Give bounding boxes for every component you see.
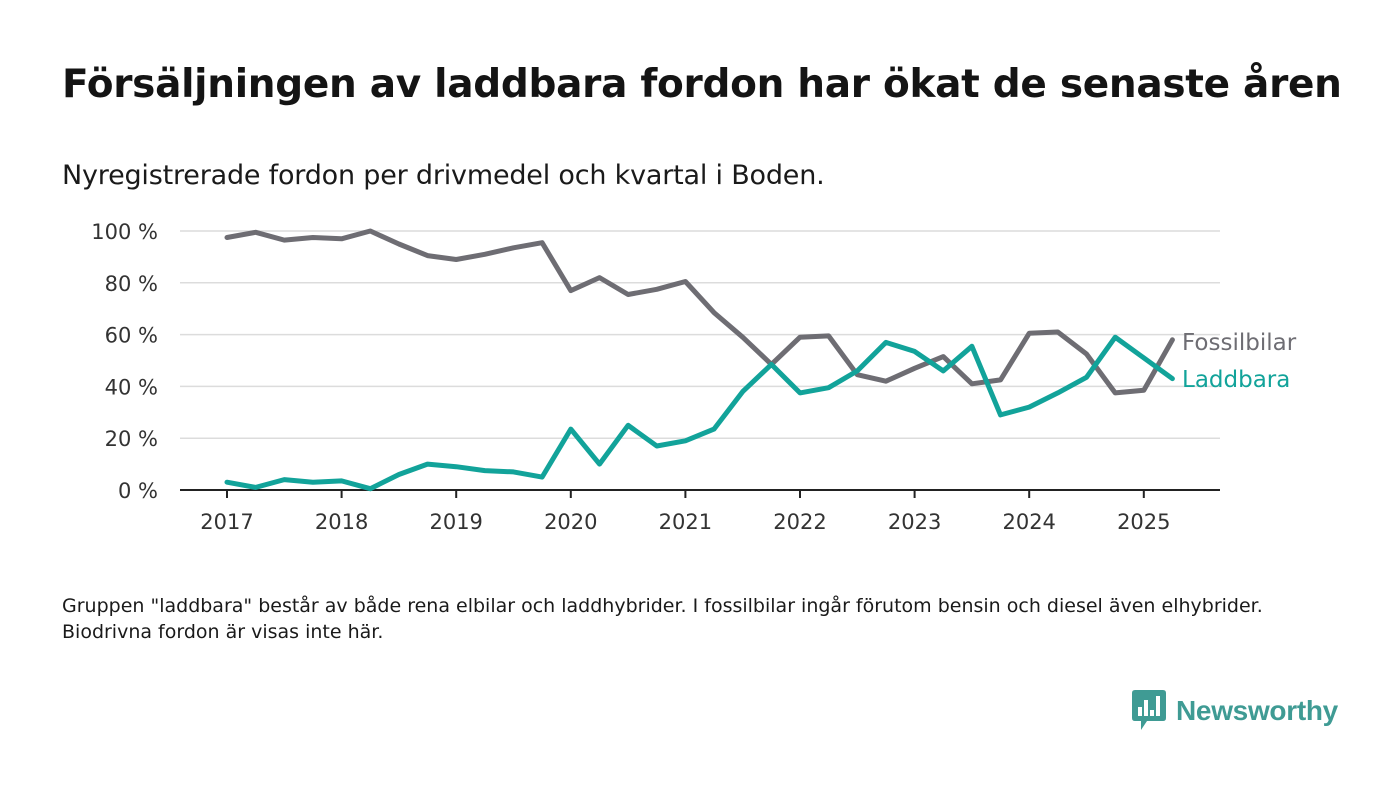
x-tick-label: 2021 [659,510,712,534]
data-point-laddbara [397,472,401,476]
footnote: Gruppen "laddbara" består av både rena e… [62,595,1263,643]
data-point-laddbara [254,485,258,489]
chart-subtitle: Nyregistrerade fordon per drivmedel och … [62,160,825,191]
data-point-laddbara [597,462,601,466]
data-point-laddbara [569,427,573,431]
data-point-fossilbilar [941,355,945,359]
data-point-laddbara [340,479,344,483]
data-point-fossilbilar [712,311,716,315]
data-point-laddbara [712,427,716,431]
data-point-fossilbilar [483,252,487,256]
x-tick-label: 2024 [1002,510,1055,534]
data-point-laddbara [683,439,687,443]
data-point-fossilbilar [1170,338,1174,342]
data-point-laddbara [970,344,974,348]
data-point-laddbara [282,478,286,482]
data-point-laddbara [1027,405,1031,409]
brand-name: Newsworthy [1176,695,1338,726]
data-point-fossilbilar [1027,331,1031,335]
data-point-fossilbilar [311,235,315,239]
data-point-fossilbilar [512,246,515,250]
data-point-laddbara [941,369,945,373]
data-point-fossilbilar [397,242,401,246]
data-point-fossilbilar [884,379,888,383]
data-point-fossilbilar [597,276,601,280]
data-point-laddbara [1056,391,1060,395]
data-point-fossilbilar [225,235,229,239]
series-label-laddbara: Laddbara [1182,367,1290,393]
x-tick-label: 2019 [429,510,482,534]
data-point-fossilbilar [999,378,1003,382]
y-tick-label: 40 % [105,375,158,399]
data-point-fossilbilar [540,241,544,245]
data-point-fossilbilar [970,382,974,386]
data-point-laddbara [999,413,1003,417]
data-point-laddbara [827,386,831,390]
data-point-laddbara [311,480,315,484]
data-point-fossilbilar [368,229,372,233]
line-chart: 0 % 20 % 40 % 60 % 80 % 100 % 2017 2018 2019 2020… [91,220,1297,534]
y-tick-label: 100 % [91,220,158,244]
data-point-laddbara [368,487,372,491]
x-tick-label: 2020 [544,510,597,534]
x-tick-label: 2022 [773,510,826,534]
data-point-laddbara [913,349,917,353]
y-tick-label: 80 % [105,272,158,296]
data-point-laddbara [769,362,773,366]
data-point-fossilbilar [626,292,630,296]
data-point-laddbara [512,470,515,474]
data-point-fossilbilar [1113,391,1117,395]
data-point-fossilbilar [683,280,687,284]
data-point-fossilbilar [340,237,344,241]
chart-title: Försäljningen av laddbara fordon har öka… [62,62,1342,107]
newsworthy-brand[interactable]: Newsworthy [1132,690,1338,732]
data-point-laddbara [1142,356,1146,360]
data-point-fossilbilar [1056,330,1060,334]
data-point-fossilbilar [655,287,659,291]
data-point-laddbara [1113,335,1117,339]
data-point-fossilbilar [827,334,831,338]
x-tick-label: 2023 [888,510,941,534]
data-point-fossilbilar [282,238,286,242]
data-point-fossilbilar [426,254,430,258]
x-tick-label: 2017 [200,510,253,534]
data-point-laddbara [741,390,745,394]
data-point-fossilbilar [798,335,802,339]
series-line-fossilbilar [224,228,1175,396]
data-point-laddbara [426,462,430,466]
series-line-laddbara [224,334,1175,492]
data-point-laddbara [540,475,544,479]
data-point-laddbara [454,465,458,469]
data-point-fossilbilar [1085,352,1088,356]
series-label-fossilbilar: Fossilbilar [1182,330,1297,356]
data-point-laddbara [855,369,859,373]
y-tick-label: 0 % [118,479,158,503]
data-point-laddbara [655,444,659,448]
data-point-fossilbilar [569,289,573,293]
data-point-fossilbilar [913,366,917,370]
y-tick-label: 60 % [105,324,158,348]
data-point-laddbara [798,391,802,395]
data-point-laddbara [483,469,487,473]
data-point-laddbara [626,423,630,427]
data-point-fossilbilar [1142,388,1146,392]
y-tick-label: 20 % [105,427,158,451]
data-point-laddbara [225,480,229,484]
x-tick-label: 2025 [1117,510,1170,534]
data-point-laddbara [1170,377,1174,381]
newsworthy-logo-icon [1132,690,1166,730]
data-point-fossilbilar [741,335,745,339]
data-point-laddbara [1085,375,1088,379]
x-tick-label: 2018 [315,510,368,534]
data-point-fossilbilar [454,257,458,261]
data-point-fossilbilar [254,230,258,234]
data-point-laddbara [884,340,888,344]
